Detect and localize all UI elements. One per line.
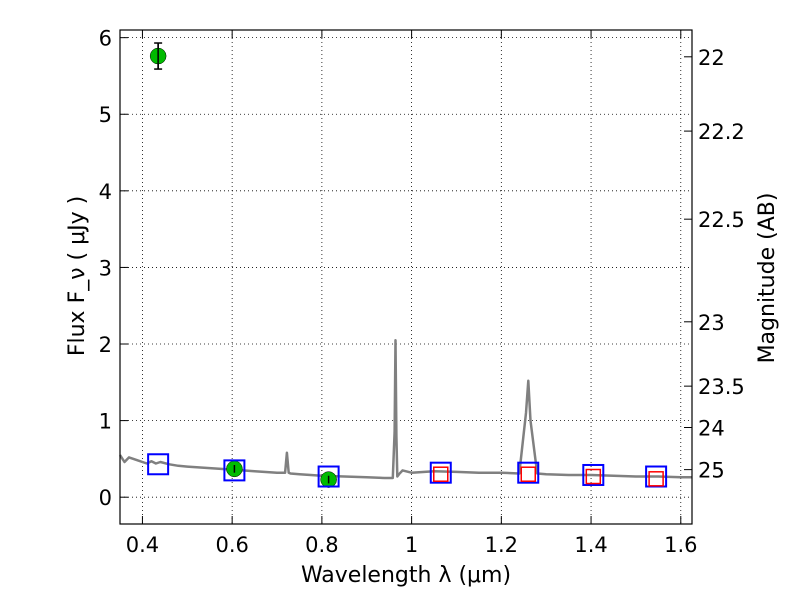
grid <box>120 30 692 524</box>
model-flux-square-red <box>585 468 602 485</box>
y-tick-label: 3 <box>99 256 112 280</box>
model-flux-square-red <box>433 466 449 482</box>
model-flux-square-blue <box>517 461 540 484</box>
x-tick-label: 1.4 <box>574 533 607 557</box>
y-axis-label: Flux F_ν ( μJy ) <box>65 196 90 356</box>
x-tick-label: 0.4 <box>126 533 159 557</box>
y2-tick-label: 22.5 <box>698 208 745 232</box>
x-tick-label: 0.6 <box>215 533 248 557</box>
x-tick-label: 1.2 <box>485 533 518 557</box>
y2-tick-label: 22 <box>698 46 725 70</box>
spectrum-line <box>118 338 692 480</box>
plot-frame <box>119 29 693 525</box>
y2-tick-label: 25 <box>698 459 725 483</box>
model-flux-square-red <box>520 466 537 482</box>
x-axis-label: Wavelength λ (μm) <box>301 563 511 588</box>
y-tick-label: 6 <box>99 27 112 51</box>
secondary-y-axis-label: Magnitude (AB) <box>755 193 780 364</box>
model-flux-square-blue <box>147 453 170 476</box>
model-flux-square-red <box>648 471 664 487</box>
y-tick-label: 0 <box>99 486 112 510</box>
axes-frame <box>119 29 693 525</box>
x-tick-label: 0.8 <box>305 533 338 557</box>
y-axis: 0 1 2 3 4 5 6 <box>99 27 128 510</box>
y2-tick-label: 22.2 <box>698 120 745 144</box>
x-axis: 0.4 0.6 0.8 1 1.2 1.4 1.6 <box>126 30 697 557</box>
secondary-y-axis: 22 22.2 22.5 23 23.5 24 25 <box>684 46 745 483</box>
y-tick-label: 2 <box>99 333 112 357</box>
plot-area <box>118 42 692 488</box>
model-flux-square-blue <box>317 465 340 488</box>
y2-tick-label: 24 <box>698 416 725 440</box>
model-flux-square-blue <box>429 461 452 484</box>
y-tick-label: 5 <box>99 103 112 127</box>
x-tick-label: 1.6 <box>664 533 697 557</box>
y-tick-label: 4 <box>99 180 112 204</box>
y2-tick-label: 23.5 <box>698 375 745 399</box>
y-tick-label: 1 <box>99 410 112 434</box>
x-tick-label: 1 <box>405 533 418 557</box>
model-flux-square-blue <box>582 463 605 486</box>
y2-tick-label: 23 <box>698 311 725 335</box>
model-flux-square-blue <box>223 459 246 482</box>
